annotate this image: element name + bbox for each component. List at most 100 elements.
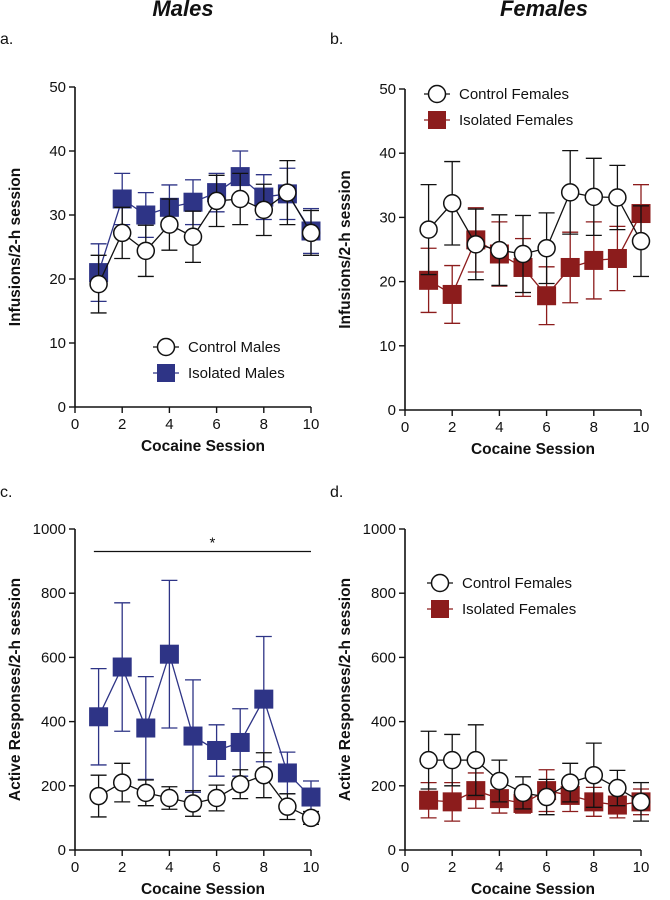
data-point-square (207, 740, 227, 760)
data-point-circle (466, 750, 486, 770)
y-axis-title: Infusions/2-h session (337, 170, 354, 328)
data-point-square (183, 726, 203, 746)
x-tick-label: 6 (212, 859, 220, 876)
data-point-circle (89, 274, 108, 294)
legend-label: Control Males (188, 339, 281, 356)
series-control-males (89, 159, 321, 314)
y-tick-label: 0 (388, 402, 396, 419)
x-tick-label: 6 (542, 419, 550, 436)
data-point-circle (183, 794, 203, 813)
y-tick-label: 50 (379, 81, 396, 98)
legend-label: Control Females (462, 575, 572, 592)
x-tick-label: 8 (260, 416, 268, 433)
panel-label: b. (330, 31, 343, 48)
legend-label: Isolated Males (188, 365, 285, 382)
y-tick-label: 30 (379, 209, 396, 226)
x-tick-label: 10 (303, 859, 320, 876)
data-point-square (136, 718, 156, 738)
data-point-square (112, 189, 132, 209)
series-isolated-males (89, 579, 321, 814)
males-column-title: Males (152, 0, 213, 21)
y-axis-title: Infusions/2-h session (7, 168, 24, 326)
data-point-circle (513, 244, 533, 264)
series-line (98, 774, 312, 819)
x-tick-label: 4 (495, 419, 503, 436)
y-tick-label: 10 (49, 335, 66, 352)
series-control-females (419, 724, 651, 822)
legend-circle-marker (430, 573, 450, 593)
series-line (98, 191, 312, 285)
legend-label: Isolated Females (462, 601, 576, 618)
legend-square-marker (157, 364, 175, 382)
legend-square-marker (431, 600, 449, 618)
series-line (428, 759, 642, 803)
data-point-square (560, 257, 580, 277)
panel-b: b. 0 10 20 30 40 50 0 2 4 6 8 10 Cocaine Session Infus… (330, 31, 651, 458)
data-point-square (301, 787, 321, 807)
series-control-males (89, 752, 321, 828)
data-point-square (537, 286, 557, 306)
data-point-circle (230, 189, 250, 209)
legend: Control Males Isolated Males (153, 337, 285, 382)
y-tick-label: 200 (41, 778, 66, 795)
data-point-circle (301, 223, 321, 243)
data-point-square (607, 248, 627, 268)
x-tick-label: 6 (542, 859, 550, 876)
series-line (428, 213, 642, 297)
data-point-circle (254, 200, 274, 220)
x-tick-label: 2 (448, 419, 456, 436)
y-tick-label: 50 (49, 79, 66, 96)
y-tick-label: 1000 (33, 521, 66, 538)
data-point-square (442, 792, 462, 812)
panel-label: d. (330, 484, 343, 501)
x-axis-title: Cocaine Session (141, 881, 265, 898)
y-tick-label: 0 (58, 842, 66, 859)
y-tick-label: 40 (49, 143, 66, 160)
x-tick-label: 2 (118, 416, 126, 433)
data-point-circle (584, 765, 604, 785)
x-tick-label: 4 (165, 859, 173, 876)
y-tick-label: 400 (41, 714, 66, 731)
data-point-circle (160, 215, 179, 234)
data-point-circle (419, 220, 438, 239)
y-tick-label: 20 (379, 274, 396, 291)
y-tick-label: 20 (49, 271, 66, 288)
x-tick-label: 0 (401, 859, 409, 876)
legend-label: Isolated Females (459, 112, 573, 129)
females-column-title: Females (500, 0, 588, 21)
x-tick-label: 10 (633, 859, 650, 876)
data-point-circle (442, 750, 462, 770)
data-point-square (442, 284, 462, 304)
data-point-circle (608, 188, 627, 207)
data-point-circle (537, 238, 556, 258)
x-tick-label: 4 (165, 416, 173, 433)
data-point-square (183, 192, 203, 212)
data-point-circle (490, 771, 509, 791)
data-point-circle (89, 786, 108, 806)
y-tick-label: 800 (41, 585, 66, 602)
data-point-circle (560, 773, 580, 792)
legend: Control Females Isolated Females (424, 84, 573, 129)
panel-a: a. 0 10 20 30 40 50 0 2 4 6 8 10 Cocaine Session Infus… (0, 31, 321, 455)
data-point-circle (560, 183, 580, 202)
y-tick-label: 30 (49, 207, 66, 224)
y-tick-label: 0 (58, 399, 66, 416)
series-control-females (419, 149, 651, 294)
data-point-circle (112, 773, 132, 792)
data-point-circle (254, 765, 274, 785)
x-axis-title: Cocaine Session (471, 881, 595, 898)
data-point-circle (442, 194, 462, 213)
data-point-square (136, 205, 156, 225)
x-tick-label: 8 (260, 859, 268, 876)
data-point-circle (207, 788, 226, 808)
y-tick-label: 800 (371, 585, 396, 602)
y-tick-label: 1000 (363, 521, 396, 538)
x-tick-label: 2 (118, 859, 126, 876)
x-tick-label: 6 (212, 416, 220, 433)
y-tick-label: 600 (371, 649, 396, 666)
data-point-square (159, 644, 179, 664)
panel-label: a. (0, 31, 13, 48)
x-tick-label: 0 (71, 416, 79, 433)
x-tick-label: 10 (633, 419, 650, 436)
data-point-circle (112, 223, 132, 243)
